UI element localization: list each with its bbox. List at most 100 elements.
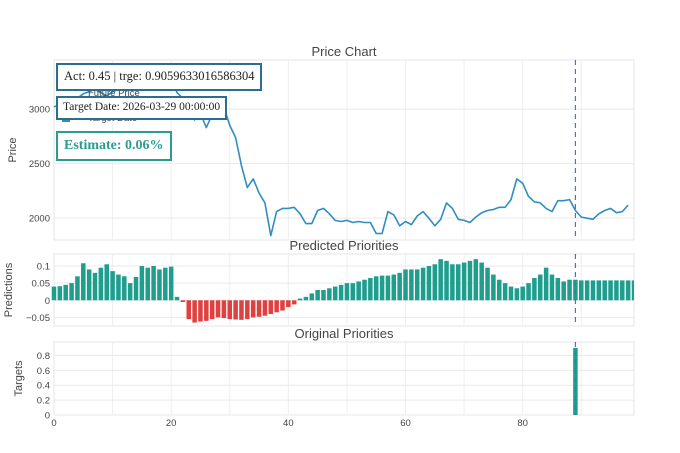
prediction-bar	[409, 269, 414, 301]
prediction-bar	[69, 283, 74, 301]
prediction-bar	[274, 300, 279, 313]
chart-title: Price Chart	[311, 44, 376, 59]
prediction-bar	[485, 267, 490, 301]
prediction-bar	[180, 300, 186, 302]
prediction-bar	[186, 300, 192, 320]
prediction-bar	[344, 283, 350, 301]
prediction-bar	[192, 300, 197, 323]
y-tick-label: 2500	[29, 159, 50, 170]
y-tick-label: 3000	[29, 105, 50, 116]
prediction-bar	[479, 262, 484, 301]
prediction-bar	[122, 276, 127, 301]
prediction-bar	[327, 288, 332, 301]
prediction-bar	[555, 278, 561, 301]
prediction-bar	[250, 300, 256, 318]
prediction-bar	[63, 284, 68, 301]
predicted-priorities-panel: −0.05 0 0.05 0.1 Predicted Priorities Predict…	[3, 238, 635, 327]
y-tick-label: 0.4	[37, 381, 50, 392]
prediction-bar	[584, 280, 590, 301]
prediction-bar	[221, 300, 227, 319]
prediction-bar	[508, 286, 514, 301]
prediction-bar	[532, 278, 537, 301]
y-axis-label: Predictions	[3, 262, 15, 317]
y-tick-label: 0.6	[37, 366, 50, 377]
prediction-bar	[373, 276, 379, 301]
prediction-bar	[151, 266, 156, 301]
prediction-bar	[403, 269, 408, 301]
prediction-bar	[420, 267, 426, 301]
prediction-bar	[467, 260, 473, 301]
plot-area	[53, 341, 635, 416]
prediction-bar	[450, 264, 455, 301]
prediction-bar	[561, 281, 566, 301]
prediction-bar	[198, 300, 203, 322]
prediction-bar	[104, 264, 109, 301]
prediction-bar	[625, 280, 631, 301]
prediction-bar	[514, 288, 520, 301]
y-tick-label: 0.05	[32, 279, 51, 290]
prediction-bar	[127, 283, 133, 301]
prediction-bar	[491, 274, 496, 301]
prediction-bar	[256, 300, 262, 317]
target-date-annotation-box: Target Date: 2026-03-29 00:00:00	[56, 96, 228, 120]
prediction-bar	[303, 296, 309, 301]
prediction-bar	[57, 286, 63, 301]
prediction-bar	[520, 286, 525, 301]
prediction-bar	[215, 300, 221, 318]
legend-entry-future-price: Future Price	[88, 88, 140, 99]
prediction-bar	[579, 280, 584, 301]
prediction-bar	[204, 300, 209, 321]
prediction-bar	[350, 283, 356, 301]
prediction-bar	[526, 283, 531, 301]
prediction-bar	[86, 269, 92, 301]
prediction-bar	[426, 266, 432, 301]
prediction-bar	[438, 259, 443, 301]
x-tick-label: 40	[283, 418, 294, 429]
y-tick-label: 0	[45, 296, 50, 307]
prediction-bar	[631, 280, 634, 301]
prediction-bar	[239, 300, 244, 320]
y-tick-label: 0.8	[37, 351, 50, 362]
prediction-bar	[174, 296, 180, 301]
prediction-bar	[309, 293, 315, 301]
prediction-bar	[262, 300, 268, 316]
prediction-bar	[602, 280, 607, 301]
y-tick-label: 0.1	[37, 262, 50, 273]
prediction-bar	[608, 280, 613, 301]
prediction-bar	[209, 300, 215, 320]
prediction-bar	[538, 274, 543, 301]
prediction-bar	[297, 298, 303, 301]
estimate-annotation-box: Estimate: 0.06%	[56, 131, 172, 161]
prediction-bar	[133, 276, 139, 301]
prediction-bar	[496, 279, 502, 301]
prediction-bar	[291, 300, 297, 305]
prediction-bar	[356, 281, 361, 301]
prediction-bar	[397, 272, 402, 301]
prediction-bar	[157, 269, 162, 301]
prediction-bar	[620, 280, 625, 301]
prediction-bar	[502, 283, 508, 301]
prediction-bar	[414, 269, 420, 301]
prediction-bar	[455, 264, 461, 301]
prediction-bar	[139, 266, 145, 301]
act-annotation-box: Act: 0.45 | trge: 0.9059633016586304	[56, 63, 263, 91]
prediction-bar	[385, 275, 391, 301]
x-tick-label: 80	[517, 418, 528, 429]
prediction-bar	[280, 300, 285, 311]
x-tick-label: 20	[166, 418, 177, 429]
x-tick-label: 0	[51, 418, 56, 429]
prediction-bar	[116, 274, 121, 301]
y-tick-label: 0.2	[37, 396, 50, 407]
prediction-bar	[432, 264, 438, 301]
prediction-bar	[391, 274, 397, 301]
prediction-bar	[338, 284, 344, 301]
y-axis-label: Price	[7, 137, 19, 162]
prediction-bar	[332, 286, 338, 301]
prediction-bar	[286, 300, 291, 308]
prediction-bar	[81, 263, 86, 301]
y-tick-label: 0	[45, 411, 50, 422]
prediction-bar	[321, 290, 326, 301]
prediction-bar	[145, 267, 150, 301]
prediction-bar	[444, 260, 449, 301]
